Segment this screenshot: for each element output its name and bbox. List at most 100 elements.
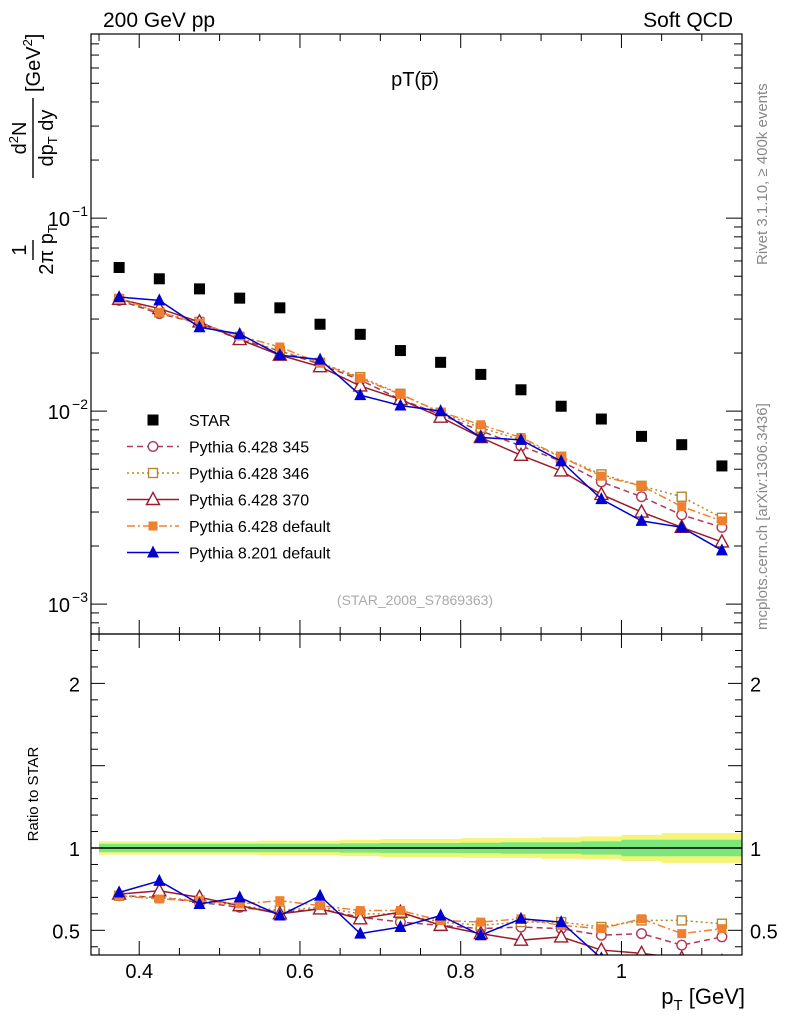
ratio-data-point [434, 908, 447, 921]
x-tick-label: 0.4 [125, 961, 153, 983]
ratio-series-line [118, 880, 599, 955]
ratio-data-point [636, 928, 648, 940]
y-label-one: 1 [9, 244, 31, 255]
ratio-series-line [119, 894, 722, 928]
ratio-data-point [677, 929, 687, 939]
ratio-y-tick-label: 2 [69, 674, 80, 696]
ratio-y-tick-label: 0.5 [52, 921, 80, 943]
data-point [514, 432, 527, 445]
legend-label: Pythia 6.428 345 [189, 440, 309, 457]
data-point [675, 520, 688, 533]
data-point [275, 342, 285, 352]
data-point [596, 471, 606, 481]
y-label-den-2: dpT dy [36, 110, 60, 167]
ratio-data-point [394, 920, 407, 933]
y-tick-exponent: −3 [72, 589, 88, 605]
ratio-data-point [676, 915, 687, 926]
y-label-unit: [GeV2] [20, 34, 45, 92]
ratio-data-point [513, 931, 529, 946]
ratio-data-point [555, 915, 568, 928]
ratio-data-point [676, 939, 688, 951]
data-point [716, 460, 728, 472]
data-point [233, 326, 246, 339]
main-panel-y-tick-labels: 10−110−210−3 [48, 203, 88, 617]
data-point [717, 516, 727, 526]
data-point [154, 307, 164, 317]
ratio-data-point [676, 956, 688, 968]
series-line [118, 298, 723, 519]
ratio-data-point [355, 906, 365, 916]
series-line [119, 296, 723, 551]
ratio-data-point [273, 908, 286, 921]
legend-marker [148, 521, 158, 531]
data-point [676, 509, 688, 521]
ratio-data-point [514, 911, 527, 924]
ratio-series-line [119, 894, 723, 946]
ratio-data-point [275, 896, 285, 906]
ratio-y-axis-label: Ratio to STAR [25, 746, 42, 841]
data-point [515, 384, 527, 396]
legend-label: Pythia 6.428 346 [189, 466, 309, 483]
data-point [435, 356, 447, 368]
data-point [677, 502, 687, 512]
data-point [555, 400, 567, 412]
ratio-data-point [720, 953, 723, 955]
ratio-data-point [193, 896, 206, 909]
ratio-data-point [636, 944, 648, 955]
data-point [354, 388, 367, 401]
ratio-data-point [314, 888, 327, 901]
data-point [153, 293, 166, 306]
data-point [355, 373, 365, 383]
data-point [475, 368, 487, 380]
ratio-data-point [678, 949, 685, 955]
data-point [314, 352, 327, 365]
ratio-y-tick-label-right: 0.5 [750, 921, 778, 943]
ratio-series-line [119, 894, 722, 935]
legend-label: Pythia 8.201 default [189, 546, 331, 563]
ratio-data-point [235, 899, 245, 909]
y-tick-exponent: −2 [72, 396, 88, 412]
ratio-data-point [716, 956, 728, 968]
data-point [513, 446, 529, 462]
data-point [434, 404, 447, 417]
data-point [676, 491, 687, 502]
data-point [476, 420, 486, 430]
data-point [595, 492, 608, 505]
ratio-data-point [553, 928, 569, 943]
rivet-note: Rivet 3.1.10, ≥ 400k events [754, 83, 771, 265]
legend-marker [147, 441, 159, 453]
data-point [595, 413, 607, 425]
ratio-data-point [474, 928, 487, 941]
legend-marker [147, 467, 159, 479]
header-right: Soft QCD [643, 9, 733, 32]
legend-marker [147, 545, 159, 558]
ratio-data-point [113, 885, 126, 898]
legend-marker [147, 414, 159, 426]
data-point [636, 430, 648, 442]
legend-marker [145, 491, 161, 506]
data-point [113, 261, 125, 273]
ratio-panel-frame [90, 633, 743, 956]
main-panel-frame [90, 33, 743, 635]
data-point [636, 491, 648, 503]
legend: STAR Pythia 6.428 345 Pythia 6.428 346 Pyth… [127, 413, 331, 563]
y-label-num: d2N [6, 122, 31, 155]
data-point [113, 290, 126, 303]
main-panel-ticks [91, 33, 742, 635]
x-tick-label: 0.6 [286, 961, 314, 983]
y-tick-label: 10 [48, 209, 70, 231]
data-point [474, 430, 487, 443]
data-point [394, 398, 407, 411]
main-panel-series [111, 261, 730, 556]
data-point [153, 273, 165, 285]
data-point [395, 389, 405, 399]
main-panel: 10−110−210−3 pT(p̅) (STAR_2008_S7869363)… [48, 33, 743, 635]
x-tick-label: 1 [616, 961, 627, 983]
data-point [193, 320, 206, 333]
y-axis-label: 1 2π pT d2N dpT dy [GeV2] [6, 34, 60, 275]
header-left: 200 GeV pp [103, 9, 215, 32]
legend-label: Pythia 6.428 370 [189, 493, 309, 510]
data-point [635, 513, 648, 526]
legend-label: STAR [189, 413, 230, 430]
